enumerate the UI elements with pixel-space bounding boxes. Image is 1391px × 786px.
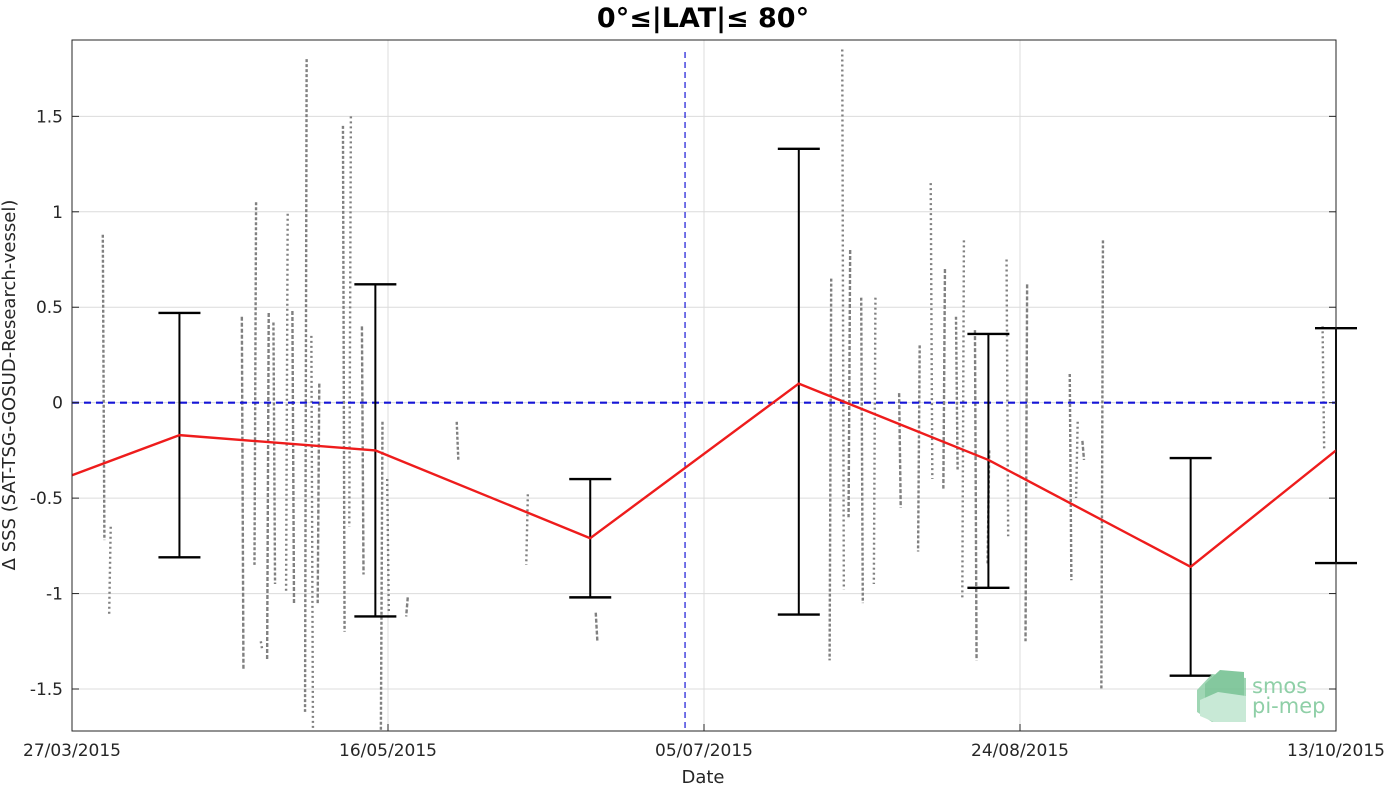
logo-text-smos: smos [1252,674,1307,698]
scatter-point-streak [1005,259,1010,537]
y-tick-label: 0.5 [36,298,63,318]
scatter-point-streak [259,641,264,652]
tick-labels: 1.5 1 0.5 0 -0.5 -1 -1.5 27/03/2015 16/05/2015 05… [23,107,1385,761]
scatter-point-streak [101,234,106,541]
scatter-point-streak [954,316,959,470]
chart-title: 0°≤|LAT|≤ 80° [597,3,809,34]
error-bar [777,147,820,616]
smos-pimep-logo: smos pi-mep [1197,670,1325,722]
y-tick-label: 0 [52,394,63,414]
scatter-point-streak [404,597,409,617]
scatter-point-streak [272,322,277,585]
mean-series-line [71,382,1337,569]
scatter-point-streak [253,202,258,565]
x-tick-label: 24/08/2015 [971,741,1069,761]
scatter-point-streak [1024,284,1029,642]
scatter-point-streak [916,345,921,552]
scatter-point-streak [973,330,978,661]
scatter-point-streak [240,316,245,670]
reference-lines [72,52,1336,731]
scatter-point-streak [1321,326,1326,451]
y-tick-label: -1 [46,585,63,605]
scatter-point-streak [348,116,353,527]
scatter-point-streak [303,59,308,712]
scatter-point-streak [841,49,846,590]
scatter-point-streak [455,421,460,460]
x-tick-label: 13/10/2015 [1287,741,1385,761]
scatter-point-streak [291,311,296,604]
x-tick-label: 05/07/2015 [655,741,753,761]
scatter-point-streak [897,393,902,508]
scatter-point-streak [265,312,270,661]
y-tick-label: 1 [52,203,63,223]
scatter-point-streak [379,421,384,732]
scatter-point-streak [1081,440,1086,461]
scatter-point-streak [594,612,599,642]
y-tick-label: -1.5 [30,680,63,700]
scatter-point-streak [284,213,289,594]
x-axis-label: Date [681,767,724,786]
scatter-point-streak [929,183,934,480]
scatter-points [101,49,1326,732]
y-axis-label: Δ SSS (SAT-TSG-GOSUD-Research-vessel) [0,200,20,571]
scatter-point-streak [847,249,852,518]
scatter-point-streak [316,383,321,604]
scatter-point-streak [386,479,390,613]
y-tick-label: -0.5 [30,489,63,509]
scatter-point-streak [828,278,833,661]
x-tick-label: 27/03/2015 [23,741,121,761]
scatter-point-streak [310,335,315,732]
scatter-point-streak [1068,374,1073,581]
scatter-point-streak [860,297,864,604]
y-tick-label: 1.5 [36,107,63,127]
x-tick-label: 16/05/2015 [339,741,437,761]
scatter-point-streak [942,269,947,489]
scatter-point-streak [341,125,346,632]
logo-mark-icon [1197,670,1246,722]
axes [71,39,1337,732]
scatter-point-streak [525,494,530,565]
logo-text-pimep: pi-mep [1252,694,1325,718]
scatter-point-streak [360,326,365,575]
